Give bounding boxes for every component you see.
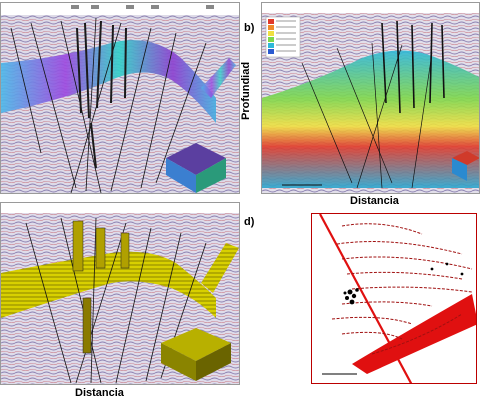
attribute-horizon-c <box>1 251 216 318</box>
fault-traces <box>331 223 473 355</box>
well-markers-c <box>72 220 130 354</box>
panel-b-seismic-section <box>261 2 480 194</box>
color-legend <box>265 16 301 58</box>
attribute-horizon-a <box>1 40 216 124</box>
panel-b-x-axis-label: Distancia <box>350 195 399 207</box>
cube-icon <box>166 143 226 193</box>
attribute-volume-b <box>262 50 479 188</box>
panel-b-y-axis-label: Profundiad <box>240 61 252 120</box>
panel-b-letter: b) <box>244 22 255 34</box>
well-markers-a <box>76 20 127 169</box>
cube-icon <box>452 151 479 181</box>
panel-a-image <box>1 3 239 193</box>
panel-b-image <box>262 3 479 193</box>
fault-block-red <box>352 294 476 374</box>
cube-icon <box>161 328 231 381</box>
panel-c-seismic-section <box>0 202 240 385</box>
panel-c-x-axis-label: Distancia <box>75 387 124 399</box>
panel-c-image <box>1 203 239 384</box>
panel-d-letter: d) <box>244 216 255 228</box>
fault-map-image <box>312 214 476 383</box>
well-marker-icon <box>343 262 464 305</box>
panel-a-seismic-section <box>0 2 240 194</box>
panel-d-map <box>311 213 477 384</box>
